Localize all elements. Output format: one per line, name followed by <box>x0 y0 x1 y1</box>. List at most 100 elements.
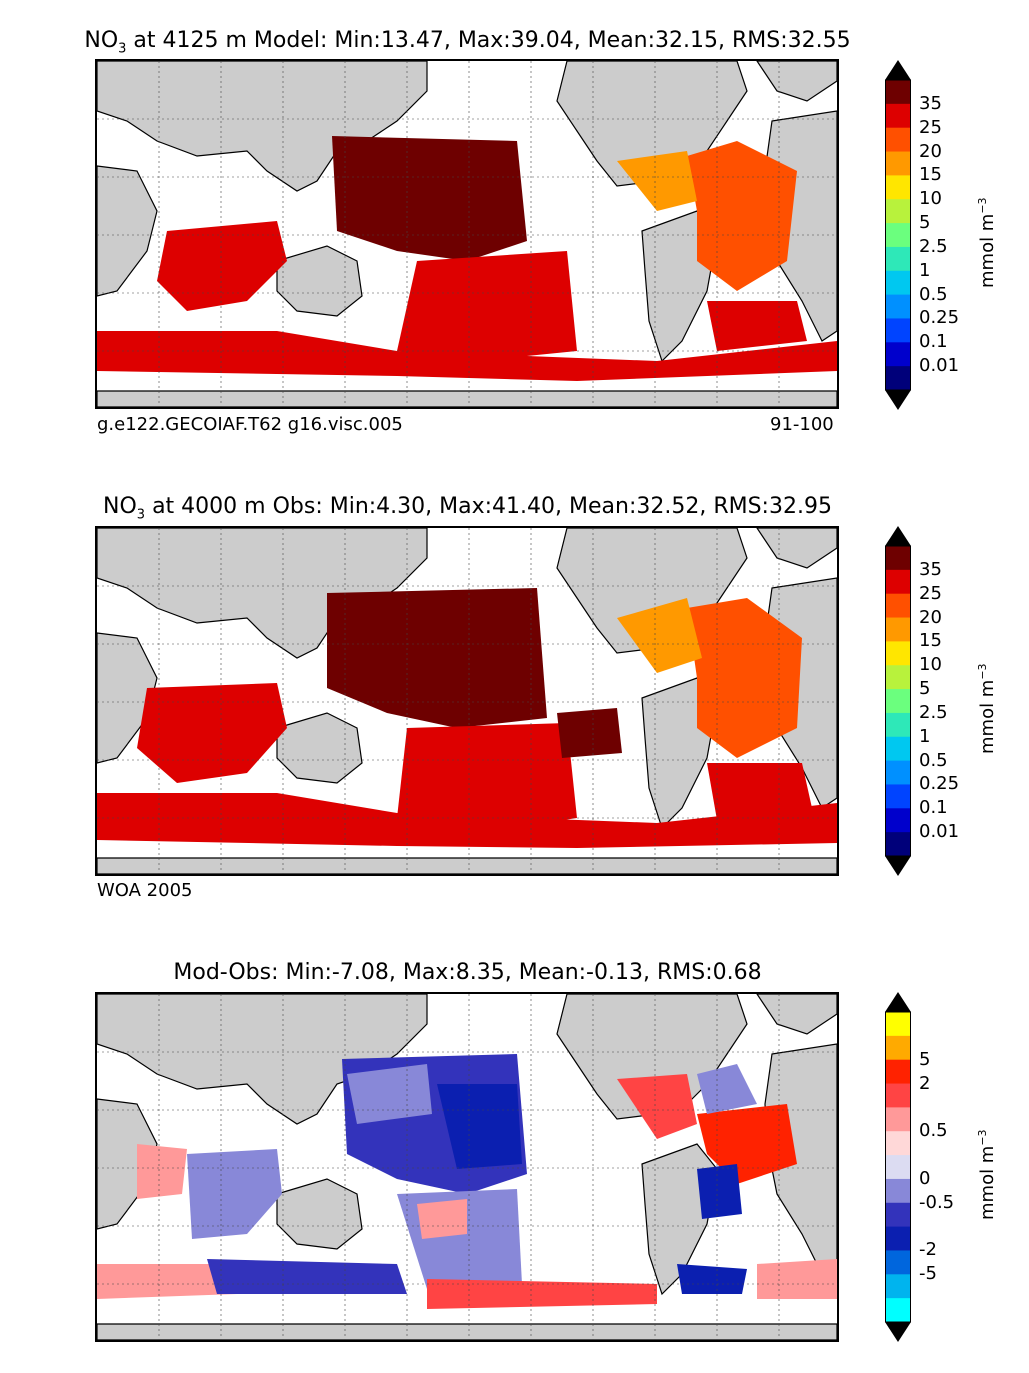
colorbar-segment <box>885 546 911 571</box>
colorbar-tick-label: 20 <box>919 606 942 628</box>
obs-no3-map <box>97 528 837 874</box>
panel3-colorbar-units: mmol m−3 <box>976 1129 998 1220</box>
region-south-atlantic <box>707 301 807 351</box>
region-indian-ocean-neg <box>187 1149 282 1239</box>
colorbar-under-arrow <box>885 856 911 876</box>
land-greenland <box>756 994 837 1035</box>
region-indian-ocean-pos <box>137 1144 187 1199</box>
region-north-atlantic <box>687 141 797 291</box>
model-no3-map <box>97 61 837 407</box>
region-north-pacific <box>327 588 547 728</box>
colorbar-tick-label: 0.1 <box>919 331 948 353</box>
colorbar-segment <box>885 175 911 200</box>
region-south-pacific <box>397 251 577 361</box>
region-southern-ocean-pos <box>97 1264 237 1299</box>
region-south-atlantic <box>707 763 812 820</box>
colorbar-tick-label: 15 <box>919 630 942 652</box>
colorbar-segment <box>885 808 911 833</box>
colorbar-tick-label: -0.5 <box>919 1191 955 1213</box>
colorbar-tick-label: 0.1 <box>919 797 948 819</box>
region-indian-ocean <box>157 221 287 311</box>
colorbar-tick-label: 0.25 <box>919 773 960 795</box>
colorbar-tick-label: 2 <box>919 1072 931 1094</box>
colorbar-tick-label: 25 <box>919 582 942 604</box>
colorbar-tick-label: 0 <box>919 1167 931 1189</box>
panel1-colorbar-bar <box>885 60 911 410</box>
land-antarctica <box>97 1323 837 1340</box>
colorbar-over-arrow <box>885 526 911 546</box>
colorbar-tick-label: 0.5 <box>919 283 948 305</box>
colorbar-segment <box>885 151 911 176</box>
land-africa-east <box>97 165 158 297</box>
colorbar-tick-label: -5 <box>919 1263 937 1285</box>
colorbar-under-arrow <box>885 1322 911 1342</box>
colorbar-segment <box>885 270 911 296</box>
colorbar-segment <box>885 1250 911 1275</box>
colorbar-segment <box>885 593 911 619</box>
colorbar-tick-label: 0.01 <box>919 821 960 843</box>
colorbar-segment <box>885 1298 911 1323</box>
colorbar-tick-label: 20 <box>919 140 942 162</box>
region-southern-ocean-atl-neg <box>677 1264 747 1294</box>
colorbar-segment <box>885 127 911 153</box>
region-south-pacific-pos <box>417 1199 467 1239</box>
colorbar-segment <box>885 736 911 762</box>
colorbar-segment <box>885 1274 911 1299</box>
colorbar-tick-label: 35 <box>919 92 942 114</box>
region-south-atlantic-neg <box>697 1164 742 1219</box>
colorbar-segment <box>885 1035 911 1061</box>
colorbar-under-arrow <box>885 390 911 410</box>
land-australia <box>276 1178 363 1250</box>
region-north-atlantic-west <box>617 151 697 211</box>
region-north-atlantic-strong-pos <box>697 1104 797 1184</box>
colorbar-tick-label: 15 <box>919 164 942 186</box>
region-southern-ocean-pac-pos <box>427 1279 657 1309</box>
colorbar-segment <box>885 246 911 272</box>
colorbar-segment <box>885 1131 911 1156</box>
region-north-pacific-strong-neg <box>437 1084 522 1169</box>
panel1-colorbar <box>885 60 911 410</box>
colorbar-segment <box>885 760 911 785</box>
land-eurasia-east <box>97 61 428 192</box>
region-north-pacific-weak-neg <box>347 1064 432 1124</box>
region-south-pacific <box>397 723 577 833</box>
region-southern-ocean-atl-pos <box>757 1259 837 1299</box>
colorbar-segment <box>885 223 911 248</box>
land-eurasia-east <box>97 528 428 659</box>
panel3-colorbar <box>885 992 911 1342</box>
land-antarctica <box>97 857 837 874</box>
region-north-atlantic-west <box>617 598 702 673</box>
colorbar-tick-label: 2.5 <box>919 235 948 257</box>
region-south-pacific-east <box>557 708 622 758</box>
region-indian-ocean <box>137 683 287 783</box>
panel2-colorbar <box>885 526 911 876</box>
colorbar-tick-label: 10 <box>919 188 942 210</box>
colorbar-segment <box>885 1202 911 1228</box>
colorbar-segment <box>885 712 911 738</box>
region-north-pacific <box>332 136 527 261</box>
colorbar-over-arrow <box>885 60 911 80</box>
colorbar-segment <box>885 1012 911 1037</box>
panel3-title: Mod-Obs: Min:-7.08, Max:8.35, Mean:-0.13… <box>173 960 762 985</box>
colorbar-segment <box>885 689 911 714</box>
panel2-colorbar-bar <box>885 526 911 876</box>
colorbar-tick-label: 5 <box>919 212 931 234</box>
region-north-atlantic <box>687 598 802 758</box>
panel2-colorbar-units: mmol m−3 <box>976 663 998 754</box>
land-australia <box>276 245 363 317</box>
land-australia <box>276 712 363 784</box>
colorbar-segment <box>885 1083 911 1108</box>
colorbar-segment <box>885 1226 911 1251</box>
panel3-colorbar-bar <box>885 992 911 1342</box>
colorbar-tick-label: 0.5 <box>919 749 948 771</box>
colorbar-segment <box>885 366 911 391</box>
colorbar-tick-label: 10 <box>919 654 942 676</box>
colorbar-segment <box>885 80 911 105</box>
colorbar-tick-label: 1 <box>919 725 931 747</box>
colorbar-segment <box>885 1107 911 1132</box>
colorbar-tick-label: -2 <box>919 1239 937 1261</box>
colorbar-segment <box>885 569 911 595</box>
colorbar-tick-label: 1 <box>919 259 931 281</box>
colorbar-segment <box>885 665 911 690</box>
colorbar-segment <box>885 784 911 809</box>
